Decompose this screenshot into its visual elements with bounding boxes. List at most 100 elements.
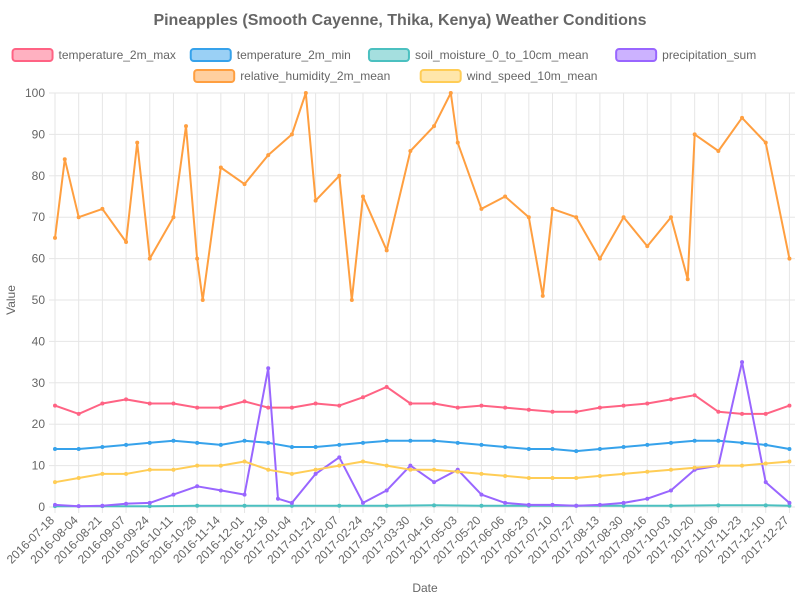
data-point: [218, 488, 223, 493]
data-point: [62, 157, 67, 162]
data-point: [716, 148, 721, 153]
data-point: [147, 256, 152, 261]
data-point: [550, 206, 555, 211]
data-point: [147, 401, 152, 406]
legend-label: precipitation_sum: [662, 48, 756, 62]
data-point: [124, 442, 129, 447]
data-point: [218, 463, 223, 468]
data-point: [550, 476, 555, 481]
data-point: [124, 397, 129, 402]
y-tick-label: 10: [32, 459, 46, 473]
data-point: [53, 502, 57, 507]
data-point: [787, 403, 792, 408]
y-tick-label: 80: [32, 169, 46, 183]
data-point: [171, 215, 176, 220]
data-point: [787, 459, 792, 464]
legend-label: soil_moisture_0_to_10cm_mean: [415, 48, 588, 62]
series-temperature_2m_max: [53, 384, 792, 416]
data-point: [171, 438, 176, 443]
data-point: [266, 467, 271, 472]
data-point: [668, 440, 673, 445]
data-point: [597, 256, 602, 261]
series-line: [55, 504, 790, 508]
y-tick-label: 100: [25, 86, 45, 100]
data-point: [337, 455, 342, 460]
data-point: [503, 473, 508, 478]
data-point: [787, 503, 792, 508]
data-point: [337, 403, 342, 408]
data-point: [242, 492, 247, 497]
data-point: [692, 465, 697, 470]
data-point: [479, 442, 484, 447]
y-tick-label: 20: [32, 417, 46, 431]
data-point: [100, 503, 105, 508]
legend-swatch: [189, 48, 232, 62]
data-point: [195, 256, 200, 261]
data-point: [668, 467, 673, 472]
data-point: [266, 366, 271, 371]
series-relative_humidity_2m_mean: [53, 91, 792, 302]
data-point: [787, 500, 792, 505]
data-point: [550, 447, 555, 452]
data-point: [503, 194, 508, 199]
data-point: [645, 469, 650, 474]
data-point: [195, 463, 200, 468]
data-point: [242, 399, 247, 404]
y-tick-label: 70: [32, 210, 46, 224]
data-point: [242, 438, 247, 443]
data-point: [716, 438, 721, 443]
data-point: [597, 405, 602, 410]
legend-item: temperature_2m_max: [11, 48, 176, 62]
data-point: [408, 401, 413, 406]
data-point: [645, 401, 650, 406]
data-point: [384, 248, 389, 253]
data-point: [183, 124, 188, 129]
data-point: [53, 480, 57, 485]
data-point: [303, 91, 308, 95]
data-point: [597, 473, 602, 478]
data-point: [574, 503, 579, 508]
legend-item: precipitation_sum: [615, 48, 756, 62]
data-point: [740, 440, 745, 445]
data-point: [763, 461, 768, 466]
data-point: [455, 140, 460, 145]
data-point: [574, 476, 579, 481]
data-point: [408, 148, 413, 153]
data-point: [384, 384, 389, 389]
legend-swatch: [11, 48, 54, 62]
data-point: [432, 467, 437, 472]
data-point: [550, 502, 555, 507]
data-point: [763, 503, 768, 508]
series-line: [54, 460, 790, 484]
data-point: [621, 500, 626, 505]
data-point: [195, 484, 200, 489]
legend-label: relative_humidity_2m_mean: [240, 69, 390, 83]
data-point: [448, 91, 453, 95]
data-point: [621, 403, 626, 408]
series-line: [54, 361, 791, 508]
data-point: [242, 182, 247, 187]
data-point: [53, 403, 57, 408]
data-point: [763, 140, 768, 145]
data-point: [360, 395, 365, 400]
data-point: [432, 480, 437, 485]
data-point: [526, 476, 531, 481]
data-point: [147, 440, 152, 445]
x-axis-title: Date: [412, 581, 438, 595]
y-tick-label: 0: [38, 500, 45, 514]
data-point: [479, 503, 484, 508]
data-point: [787, 256, 792, 261]
data-point: [275, 496, 280, 501]
data-point: [526, 502, 531, 507]
data-point: [100, 444, 105, 449]
data-point: [195, 440, 200, 445]
data-point: [313, 467, 318, 472]
data-point: [740, 411, 745, 416]
data-point: [763, 442, 768, 447]
data-point: [124, 471, 129, 476]
legend-label: wind_speed_10m_mean: [466, 69, 598, 83]
legend-swatch: [367, 48, 410, 62]
series-wind_speed_10m_mean: [53, 459, 792, 485]
y-axis-title: Value: [4, 285, 18, 315]
